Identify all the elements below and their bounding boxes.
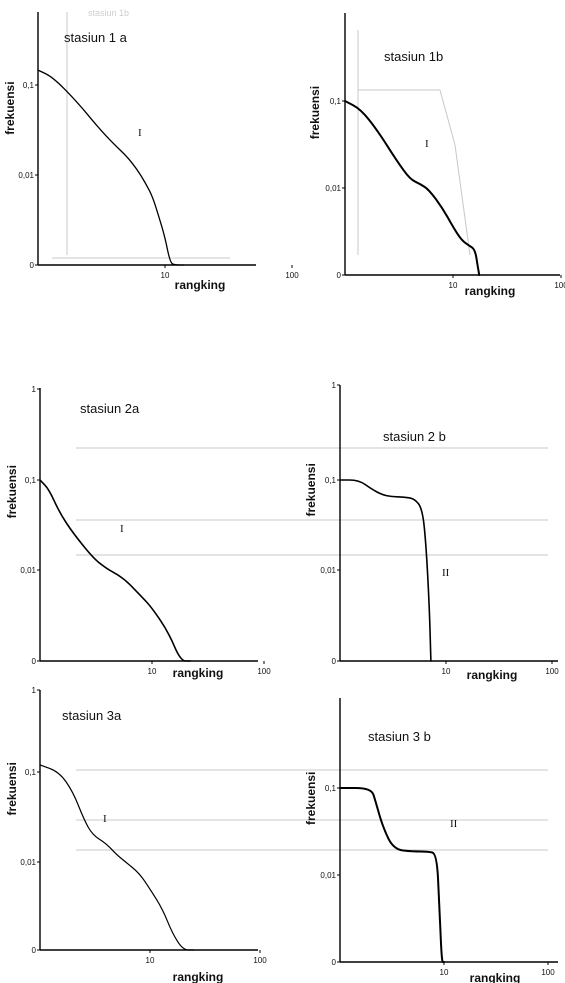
chart-panel-2b: stasiun 2 b frekuensi rangking 1 0,1 0,01 0 10 1… xyxy=(304,381,559,682)
chart-title: stasiun 3 b xyxy=(368,729,431,744)
y-axis-label: frekuensi xyxy=(304,772,318,825)
y-tick-label: 0 xyxy=(332,657,337,666)
y-tick-label: 0,1 xyxy=(23,81,35,90)
y-axis-label: frekuensi xyxy=(5,465,19,518)
y-tick-label: 0,01 xyxy=(20,566,36,575)
y-axis-label: frekuensi xyxy=(304,463,318,516)
y-axis-label: frekuensi xyxy=(3,81,17,134)
series-line xyxy=(37,69,185,266)
curve-type-annotation: II xyxy=(442,567,450,579)
x-tick-label: 10 xyxy=(442,667,451,676)
y-tick-label: 0,1 xyxy=(325,784,337,793)
curve-type-annotation: I xyxy=(103,813,107,825)
y-axis-label: frekuensi xyxy=(308,86,322,139)
y-tick-label: 0 xyxy=(337,271,342,280)
y-tick-label: 0,01 xyxy=(20,858,36,867)
x-axis-label: rangking xyxy=(470,971,521,983)
chart-title: stasiun 1 a xyxy=(64,30,128,45)
y-tick-label: 0,1 xyxy=(25,476,37,485)
y-tick-label: 0,01 xyxy=(325,184,341,193)
x-tick-label: 100 xyxy=(253,956,267,965)
y-tick-label: 0 xyxy=(332,958,337,967)
y-tick-label: 0,01 xyxy=(18,171,34,180)
series-line xyxy=(339,479,432,662)
x-tick-label: 10 xyxy=(161,271,170,280)
chart-title: stasiun 1b xyxy=(384,49,443,64)
x-axis-label: rangking xyxy=(465,284,516,298)
curve-type-annotation: II xyxy=(450,818,458,830)
x-tick-label: 10 xyxy=(449,281,458,290)
bleed-line xyxy=(454,144,471,256)
bleed-text: stasiun 1b xyxy=(88,8,129,18)
x-axis-label: rangking xyxy=(173,970,224,983)
y-axis-label: frekuensi xyxy=(5,762,19,815)
chart-panel-3a: stasiun 3a frekuensi rangking 1 0,1 0,01 0 10 10… xyxy=(5,686,267,983)
curve-type-annotation: I xyxy=(425,138,429,150)
x-tick-label: 100 xyxy=(285,271,299,280)
x-axis-label: rangking xyxy=(173,666,224,680)
x-tick-label: 100 xyxy=(545,667,559,676)
series-line xyxy=(39,479,192,662)
chart-title: stasiun 3a xyxy=(62,708,122,723)
curve-type-annotation: I xyxy=(120,523,124,535)
curve-type-annotation: I xyxy=(138,127,142,139)
chart-panel-1a: stasiun 1 a frekuensi rangking 0,1 0,01 0 10 10… xyxy=(3,12,299,292)
y-tick-label: 0 xyxy=(32,657,37,666)
background-bleed: stasiun 1b xyxy=(52,8,548,851)
y-tick-label: 0 xyxy=(32,946,37,955)
x-tick-label: 10 xyxy=(146,956,155,965)
y-tick-label: 0,1 xyxy=(325,476,337,485)
x-tick-label: 10 xyxy=(440,968,449,977)
chart-panel-2a: stasiun 2a frekuensi rangking 1 0,1 0,01 0 10 10… xyxy=(5,385,271,680)
chart-panel-1b: stasiun 1b frekuensi rangking 0,1 0,01 0 10 100… xyxy=(308,13,565,298)
bleed-line xyxy=(439,89,456,146)
x-tick-label: 100 xyxy=(257,667,271,676)
y-tick-label: 1 xyxy=(32,686,37,695)
y-tick-label: 0,01 xyxy=(320,871,336,880)
y-tick-label: 0 xyxy=(30,261,35,270)
x-tick-label: 10 xyxy=(148,667,157,676)
series-line xyxy=(339,787,445,963)
x-tick-label: 100 xyxy=(541,968,555,977)
y-tick-label: 1 xyxy=(332,381,337,390)
y-tick-label: 0,1 xyxy=(25,768,37,777)
chart-title: stasiun 2 b xyxy=(383,429,446,444)
x-axis-label: rangking xyxy=(175,278,226,292)
x-axis-label: rangking xyxy=(467,668,518,682)
y-tick-label: 1 xyxy=(32,385,37,394)
y-tick-label: 0,1 xyxy=(330,97,342,106)
series-line xyxy=(344,100,481,276)
chart-title: stasiun 2a xyxy=(80,401,140,416)
chart-panel-3b: stasiun 3 b frekuensi rangking 0,1 0,01 0 10 10… xyxy=(304,698,558,983)
series-line xyxy=(39,764,195,951)
x-tick-label: 100 xyxy=(554,281,565,290)
y-tick-label: 0,01 xyxy=(320,566,336,575)
